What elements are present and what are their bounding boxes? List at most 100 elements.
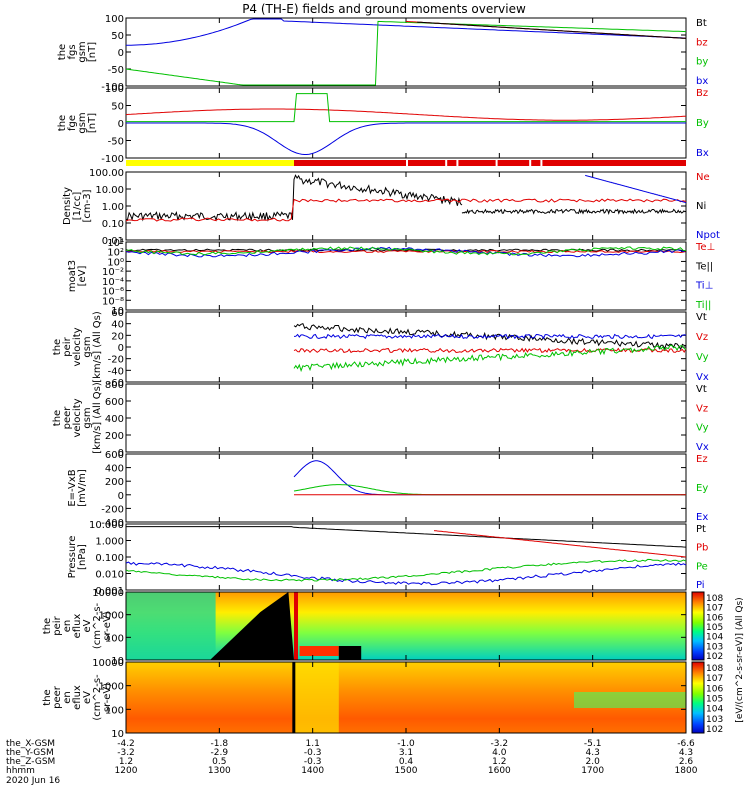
- legend-vt: Vt: [696, 384, 707, 395]
- y-axis-label: E=-VxB: [67, 469, 78, 506]
- legend-te||: Te||: [695, 261, 713, 272]
- mode-bar-gap: [529, 160, 532, 166]
- y-tick-label: 400: [105, 464, 124, 475]
- trace: [293, 484, 686, 496]
- panel-frame: [125, 383, 687, 453]
- y-tick-label: 40: [111, 320, 124, 331]
- trace: [125, 558, 687, 582]
- y-axis-label: velocity: [72, 398, 83, 437]
- colorbar-scale: [691, 661, 705, 734]
- orbit-value: 0.5: [212, 757, 226, 767]
- mode-bar: [126, 160, 686, 166]
- y-tick-label: 50: [111, 102, 124, 113]
- y-axis-label: en: [62, 620, 73, 633]
- legend-npot: Npot: [696, 230, 720, 241]
- y-axis-label: Pressure: [67, 536, 78, 579]
- y-axis-label: gsm: [82, 336, 93, 357]
- y-tick-label: 100: [105, 633, 124, 644]
- orbit-value: 1.1: [306, 739, 320, 749]
- y-tick-label: 10: [111, 656, 124, 667]
- legend-vy: Vy: [696, 352, 709, 363]
- trace: [125, 108, 687, 121]
- y-tick-label: 0.100: [95, 553, 124, 564]
- trace: [126, 93, 686, 123]
- legend-bz: Bz: [696, 88, 708, 99]
- orbit-value: -3.2: [491, 739, 509, 749]
- y-axis-label: [nT]: [87, 42, 98, 62]
- colorbar-tick-label: 104: [706, 633, 723, 643]
- spectrogram-gap: [338, 646, 362, 660]
- y-axis-label: [km/s] (All Qs): [92, 311, 103, 383]
- y-tick-label: 200: [105, 477, 124, 488]
- colorbar-tick-label: 108: [706, 664, 723, 674]
- y-tick-label: -20: [108, 355, 124, 366]
- y-tick-label: 10000: [92, 588, 124, 599]
- y-tick-label: 10⁴: [107, 238, 124, 249]
- panel-peer_en_eflux: 10000 1000 100 10 the peer en eflux eV (cm^2-s-sr…: [42, 658, 687, 740]
- y-axis-label: peir: [62, 336, 73, 356]
- y-tick-label: 10²: [107, 248, 124, 259]
- orbit-value: -0.3: [304, 757, 322, 767]
- y-tick-label: 0: [118, 491, 124, 502]
- y-tick-label: 50: [111, 31, 124, 42]
- legend-pi: Pi: [696, 580, 705, 591]
- panel-density: 100.00 10.00 1.00 0.10 0.01 Density [1/cc] [cm-…: [62, 168, 720, 247]
- orbit-value: 1700: [581, 766, 604, 776]
- orbit-value: -4.2: [117, 739, 135, 749]
- legend-bt: Bt: [696, 18, 707, 29]
- legend-te⊥: Te⊥: [695, 242, 715, 253]
- y-tick-label: 0.01: [102, 236, 124, 247]
- orbit-value: 1800: [675, 766, 698, 776]
- y-tick-label: 10: [111, 306, 124, 317]
- legend-ni: Ni: [696, 201, 706, 212]
- y-tick-label: 10.000: [89, 520, 124, 531]
- trace: [433, 530, 687, 558]
- y-axis-label: gsm: [77, 112, 88, 133]
- colorbar-tick-label: 106: [706, 684, 723, 694]
- y-axis-label: the: [52, 410, 63, 426]
- y-tick-label: 0: [118, 448, 124, 459]
- legend-ey: Ey: [696, 483, 708, 494]
- spectrogram-spike: [294, 592, 298, 660]
- y-axis-label: peir: [52, 615, 63, 635]
- orbit-value: -3.2: [117, 748, 135, 758]
- y-tick-label: 100.00: [89, 168, 124, 179]
- spectrogram-band: [574, 692, 686, 708]
- trace: [125, 20, 687, 86]
- y-axis-label: fgs: [67, 44, 78, 59]
- y-tick-label: 10000: [92, 658, 124, 669]
- y-tick-label: -100: [101, 154, 124, 165]
- legend-ex: Ex: [696, 512, 708, 523]
- legend-ez: Ez: [696, 454, 708, 465]
- spectrogram-burst: [294, 662, 339, 733]
- y-tick-label: 10⁰: [107, 257, 124, 268]
- panel-frame: [125, 311, 687, 383]
- y-axis-label: gsm: [77, 41, 88, 62]
- y-axis-label: [mV/m]: [77, 469, 88, 507]
- y-tick-label: 0: [118, 343, 124, 354]
- y-tick-label: 400: [105, 414, 124, 425]
- orbit-row-label: hhmm: [6, 766, 35, 776]
- trace: [293, 333, 687, 340]
- y-tick-label: -50: [108, 65, 124, 76]
- y-axis-label: peer: [62, 406, 73, 430]
- colorbar-tick-label: 107: [706, 674, 723, 684]
- trace: [125, 174, 463, 222]
- mode-bar-gap: [445, 160, 448, 166]
- orbit-value: 2.6: [679, 757, 694, 767]
- y-tick-label: 1.00: [102, 202, 124, 213]
- orbit-value: -0.3: [304, 748, 322, 758]
- y-axis-label: the: [42, 689, 53, 705]
- y-axis-label: eV: [82, 619, 93, 632]
- colorbar-tick-label: 105: [706, 695, 723, 705]
- y-tick-label: 200: [105, 431, 124, 442]
- date-label: 2020 Jun 16: [6, 776, 60, 786]
- colorbar-scale: [691, 591, 705, 661]
- plot-title: P4 (TH-E) fields and ground moments over…: [242, 2, 526, 16]
- trace: [417, 21, 687, 39]
- y-axis-label: [1/cc]: [72, 192, 83, 221]
- colorbar-tick-label: 104: [706, 705, 723, 715]
